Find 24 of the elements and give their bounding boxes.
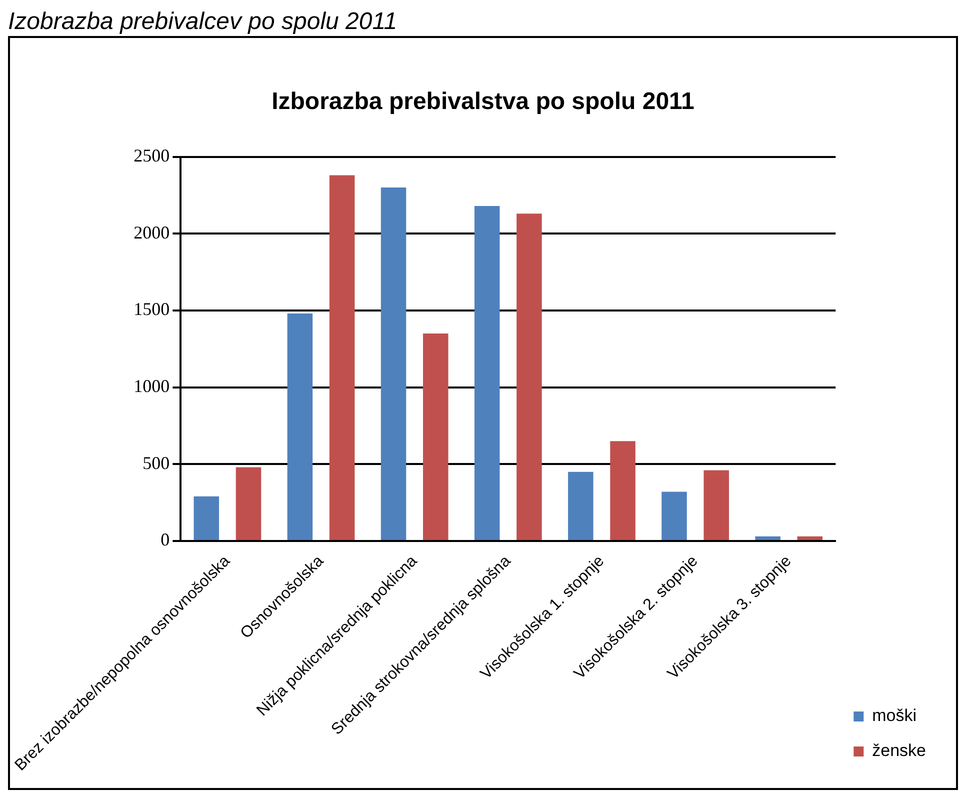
bar (329, 175, 355, 540)
y-tick-label: 1500 (134, 299, 170, 320)
y-tick-label: 0 (160, 530, 170, 550)
bar (516, 214, 542, 540)
y-tick-label: 500 (142, 452, 170, 473)
bar (755, 536, 780, 540)
legend-label: moški (872, 706, 917, 726)
y-tick-label: 2500 (134, 146, 170, 166)
bar (797, 536, 823, 540)
bar (423, 334, 448, 540)
y-tick-label: 2000 (134, 222, 170, 242)
y-tick-label: 1000 (134, 376, 170, 396)
bar (610, 441, 636, 540)
bar (568, 472, 594, 540)
bar (474, 206, 500, 540)
bar (704, 470, 729, 540)
text: Izobrazba prebivalcev po spolu 2011 (8, 8, 398, 36)
bar (662, 492, 687, 540)
bar (194, 496, 220, 540)
bar (380, 188, 406, 540)
legend-label: ženske (872, 741, 926, 760)
bar (287, 314, 313, 540)
bar (236, 467, 262, 540)
chart-title: Izborazba prebivalstva po spolu 2011 (272, 88, 694, 116)
